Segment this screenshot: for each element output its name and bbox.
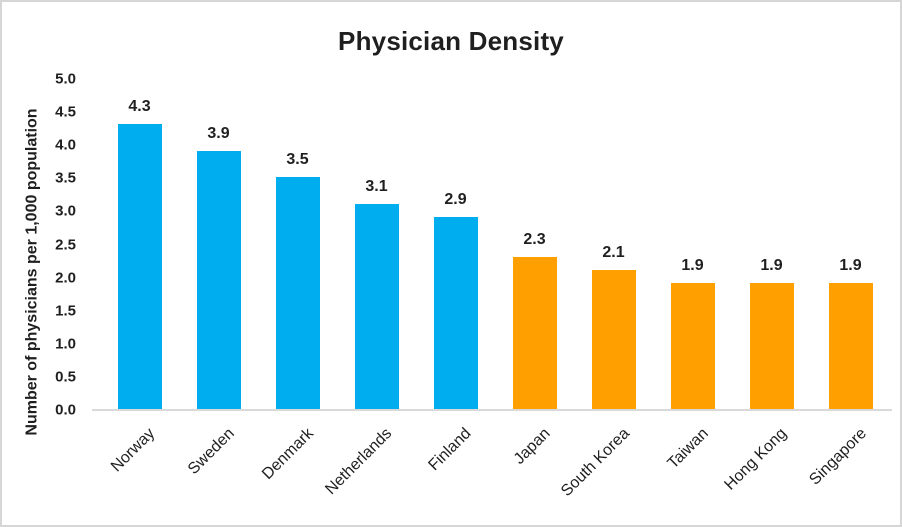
x-tick-label: Japan — [510, 425, 554, 468]
y-tick-label: 0.0 — [55, 401, 76, 419]
x-tick-label: Hong Kong — [721, 425, 791, 494]
x-tick-label: Finland — [425, 425, 475, 475]
y-tick-label: 1.0 — [55, 335, 76, 353]
bar-value-label: 1.9 — [839, 257, 862, 275]
x-tick-label: Denmark — [258, 425, 317, 483]
y-tick-label: 5.0 — [55, 70, 76, 88]
bar-value-label: 3.5 — [286, 151, 309, 169]
bar-finland — [433, 217, 478, 409]
bar-value-label: 3.9 — [207, 124, 230, 142]
y-tick-label: 2.0 — [55, 269, 76, 287]
x-tick-label: South Korea — [557, 425, 633, 500]
bar-value-label: 1.9 — [760, 257, 783, 275]
bar-sweden — [196, 150, 241, 409]
bar-singapore — [828, 283, 873, 409]
y-axis-title-text: Number of physicians per 1,000 populatio… — [24, 108, 41, 436]
x-tick-label: Norway — [108, 425, 159, 476]
bar-netherlands — [354, 203, 399, 409]
bar-south-korea — [591, 269, 636, 409]
bar-denmark — [275, 177, 320, 409]
y-tick-label: 4.0 — [55, 136, 76, 154]
x-tick-label: Taiwan — [664, 425, 712, 473]
bar-taiwan — [670, 283, 715, 409]
bar-value-label: 4.3 — [128, 98, 151, 116]
chart-title: Physician Density — [338, 26, 564, 56]
bar-value-label: 3.1 — [365, 177, 388, 195]
x-tick-label: Netherlands — [322, 425, 396, 499]
y-tick-label: 4.5 — [55, 103, 76, 121]
x-tick-label: Sweden — [184, 425, 238, 478]
bar-value-label: 2.9 — [444, 191, 467, 209]
y-tick-label: 3.0 — [55, 202, 76, 220]
bar-value-label: 1.9 — [681, 257, 704, 275]
bar-value-label: 2.1 — [602, 243, 625, 261]
bar-hong-kong — [749, 283, 794, 409]
y-tick-label: 3.5 — [55, 169, 76, 187]
bar-value-label: 2.3 — [523, 230, 546, 248]
y-tick-label: 2.5 — [55, 236, 76, 253]
x-axis-line — [92, 409, 892, 411]
bar-norway — [117, 124, 162, 409]
x-tick-label: Singapore — [805, 425, 870, 489]
y-tick-label: 1.5 — [55, 302, 76, 320]
bar-japan — [512, 256, 557, 409]
y-tick-label: 0.5 — [55, 368, 76, 386]
